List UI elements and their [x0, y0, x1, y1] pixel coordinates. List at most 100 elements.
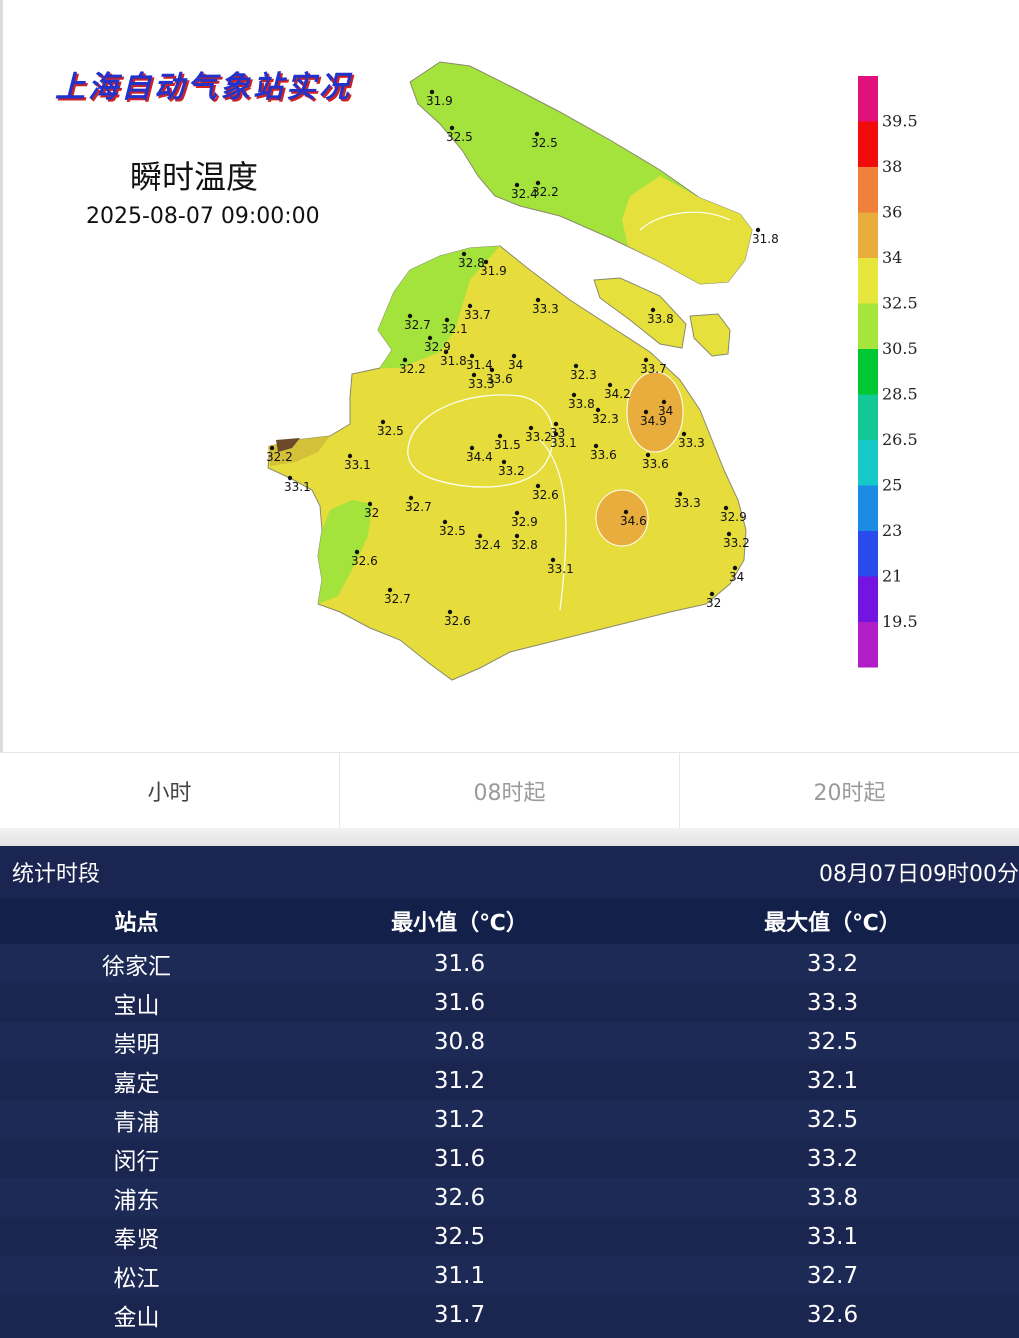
- station-marker: 32.9: [720, 505, 747, 524]
- legend-swatch: [858, 212, 878, 258]
- legend-swatch: [858, 440, 878, 486]
- legend-label: 39.5: [882, 112, 918, 131]
- temperature-map-panel: 31.9 32.5 32.5 32.4 32.2 31.8 32.8 31.9 33.7 33.3…: [0, 0, 918, 752]
- chongming-warm-zone: [622, 176, 752, 284]
- station-value: 32.8: [458, 256, 485, 270]
- tab-since-20[interactable]: 20时起: [813, 781, 886, 806]
- station-value: 33.3: [678, 436, 705, 450]
- station-value: 34: [508, 358, 523, 372]
- station-value: 32.6: [351, 554, 378, 568]
- max-value: 33.8: [806, 1184, 859, 1211]
- far-west-dark-zone: [276, 438, 300, 452]
- station-marker: 32.2: [399, 357, 426, 376]
- station-dot: [461, 251, 467, 257]
- table-row: 徐家汇 31.6 33.2: [0, 944, 1019, 983]
- table-row: 宝山 31.6 33.3: [0, 983, 1019, 1022]
- time-range-tabs: 小时 08时起 20时起: [0, 752, 1019, 830]
- station-dot: [511, 353, 517, 359]
- station-marker: 31.9: [480, 259, 507, 278]
- station-dot: [447, 609, 453, 615]
- min-value: 31.1: [433, 1262, 486, 1289]
- station-value: 33.2: [498, 464, 525, 478]
- changxing-island: [593, 277, 687, 349]
- station-dot: [489, 367, 495, 373]
- min-value: 31.2: [433, 1067, 486, 1094]
- station-value: 33.7: [464, 308, 491, 322]
- station-value: 32.9: [511, 515, 538, 529]
- max-value: 32.6: [806, 1301, 859, 1328]
- legend-swatch: [858, 485, 878, 531]
- station-value: 32.3: [592, 412, 619, 426]
- station-dot: [471, 372, 477, 378]
- station-name: 崇明: [113, 1031, 160, 1058]
- station-value: 32.9: [720, 510, 747, 524]
- min-value: 30.8: [433, 1028, 486, 1055]
- station-dot: [535, 297, 541, 303]
- station-marker: 33.6: [642, 452, 669, 471]
- station-dot: [367, 501, 373, 507]
- stats-period-header: 统计时段 08月07日09时00分: [0, 846, 1019, 898]
- station-dot: [347, 453, 353, 459]
- station-marker: 32.5: [439, 519, 466, 538]
- northwest-cool-zone: [378, 246, 500, 368]
- station-marker: 33.1: [547, 557, 574, 576]
- min-value: 31.6: [433, 950, 486, 977]
- station-dot: [571, 392, 577, 398]
- station-dot: [514, 510, 520, 516]
- station-marker: 34.4: [466, 445, 493, 464]
- station-marker: 32.8: [458, 251, 485, 270]
- station-value: 33.1: [344, 458, 371, 472]
- station-marker: 34.2: [604, 382, 631, 401]
- station-name: 松江: [113, 1265, 160, 1292]
- station-dot: [623, 509, 629, 515]
- station-value: 31.9: [480, 264, 507, 278]
- station-marker: 34.6: [620, 509, 647, 528]
- station-dot: [534, 131, 540, 137]
- hot-zone-pudong-south: [595, 489, 649, 547]
- station-dot: [535, 483, 541, 489]
- station-value: 34.4: [466, 450, 493, 464]
- station-value: 32.4: [511, 187, 538, 201]
- station-dot: [755, 227, 761, 233]
- max-value: 33.2: [806, 950, 859, 977]
- legend-swatch: [858, 531, 878, 577]
- station-value: 32.2: [266, 450, 293, 464]
- station-marker: 33.8: [568, 392, 595, 411]
- station-dot: [723, 505, 729, 511]
- max-value: 33.2: [806, 1145, 859, 1172]
- station-value: 32: [706, 596, 721, 610]
- tab-since-08[interactable]: 08时起: [340, 753, 680, 829]
- legend-swatch: [858, 121, 878, 167]
- station-value: 32.7: [404, 318, 431, 332]
- legend-label: 28.5: [882, 385, 918, 404]
- station-dot: [732, 565, 738, 571]
- station-marker: 33.3: [674, 491, 701, 510]
- station-value: 33.6: [590, 448, 617, 462]
- station-dot: [514, 182, 520, 188]
- shanghai-temperature-map: 31.932.5 32.532.432.231.832.831.933.7 33.3…: [266, 61, 918, 681]
- station-marker: 32.6: [532, 483, 559, 502]
- station-marker: 32.8: [511, 533, 538, 552]
- station-marker: 32.9: [511, 510, 538, 529]
- table-row: 奉贤 32.5 33.1: [0, 1217, 1019, 1256]
- station-value: 32: [364, 506, 379, 520]
- legend-label: 19.5: [882, 612, 918, 631]
- station-dot: [528, 425, 534, 431]
- legend-swatch: [858, 258, 878, 304]
- station-dot: [443, 349, 449, 355]
- station-dot: [407, 313, 413, 319]
- max-value: 32.1: [806, 1067, 859, 1094]
- station-dot: [643, 357, 649, 363]
- station-marker: 33.8: [647, 307, 674, 326]
- legend-label: 23: [882, 521, 902, 540]
- station-value: 32.5: [377, 424, 404, 438]
- table-row: 金山 31.7 32.6: [0, 1295, 1019, 1334]
- station-marker: 32.9: [424, 335, 451, 354]
- station-value: 31.9: [426, 94, 453, 108]
- legend-swatch: [858, 303, 878, 349]
- station-value: 32.1: [441, 322, 468, 336]
- station-marker: 33.2: [498, 459, 525, 478]
- tab-hourly[interactable]: 小时: [0, 753, 340, 829]
- station-value: 31.8: [752, 232, 779, 246]
- station-value: 32.8: [511, 538, 538, 552]
